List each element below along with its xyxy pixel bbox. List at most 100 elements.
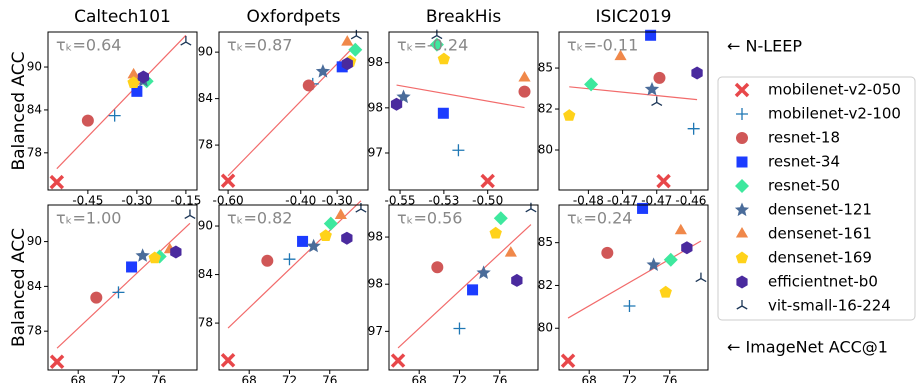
x-tick-label: 76 — [322, 374, 337, 383]
axes-frame — [218, 204, 369, 371]
y-tick-label: 98 — [368, 55, 383, 69]
trend-line — [396, 84, 525, 109]
chart-title: Caltech101 — [74, 7, 171, 27]
legend-marker — [735, 227, 749, 238]
marker — [452, 144, 465, 157]
legend-marker — [736, 275, 748, 289]
trend-line — [56, 34, 187, 170]
x-tick-label: -0.30 — [322, 194, 353, 208]
annotation: τₖ=-0.24 — [397, 36, 468, 55]
marker — [560, 353, 576, 368]
x-tick-label: 72 — [282, 374, 297, 383]
legend-label: efficientnet-b0 — [768, 273, 878, 291]
marker — [695, 272, 707, 283]
annotation: τₖ=-0.11 — [567, 36, 638, 55]
marker — [127, 76, 140, 88]
legend-marker — [736, 132, 748, 144]
x-tick-label: -0.45 — [72, 194, 103, 208]
axes-frame — [388, 204, 539, 371]
marker — [687, 122, 700, 135]
x-tick-label: -0.47 — [641, 194, 672, 208]
y-axis-label: Balanced ACC — [9, 51, 29, 170]
annotation: τₖ=1.00 — [56, 209, 121, 228]
x-tick-label: -0.47 — [607, 194, 638, 208]
row-label: ← ImageNet ACC@1 — [727, 338, 888, 357]
marker — [341, 35, 354, 46]
marker — [126, 261, 138, 273]
axes-frame — [558, 204, 709, 371]
annotation: τₖ=0.82 — [227, 209, 292, 228]
y-tick-label: 84 — [27, 102, 42, 116]
annotation: τₖ=0.64 — [56, 36, 121, 55]
axes-frame — [558, 31, 709, 191]
marker — [493, 211, 508, 226]
x-tick-label: 72 — [111, 374, 126, 383]
y-tick-label: 97 — [368, 324, 383, 338]
marker — [297, 235, 309, 247]
y-tick-label: 85 — [538, 235, 553, 249]
marker — [637, 202, 649, 214]
x-tick-label: 76 — [492, 374, 507, 383]
marker — [137, 70, 149, 84]
x-tick-label: 72 — [452, 374, 467, 383]
annotation: τₖ=0.24 — [567, 209, 632, 228]
legend-marker — [736, 156, 748, 168]
marker — [127, 67, 140, 79]
y-tick-label: 82 — [538, 278, 553, 292]
marker — [623, 299, 636, 312]
marker — [674, 223, 687, 235]
marker — [341, 57, 353, 71]
x-tick-label: 76 — [662, 374, 677, 383]
marker — [646, 257, 661, 271]
marker — [653, 71, 666, 84]
marker — [348, 42, 363, 57]
x-tick-label: -0.60 — [213, 194, 244, 208]
marker — [148, 251, 161, 264]
y-tick-label: 78 — [198, 316, 213, 330]
legend-label: densenet-161 — [768, 225, 872, 243]
y-tick-label: 97 — [368, 145, 383, 159]
x-tick-label: 68 — [71, 374, 86, 383]
marker — [341, 231, 353, 245]
marker — [220, 173, 236, 188]
marker — [663, 252, 678, 267]
marker — [691, 66, 703, 80]
legend-label: densenet-121 — [768, 201, 872, 219]
y-tick-label: 98 — [368, 100, 383, 114]
legend-marker — [734, 202, 750, 217]
legend-marker — [734, 82, 750, 98]
y-tick-label: 80 — [538, 143, 553, 157]
legend-label: resnet-50 — [768, 177, 840, 195]
annotation: τₖ=0.56 — [397, 209, 462, 228]
marker — [476, 265, 491, 279]
y-tick-label: 98 — [368, 277, 383, 291]
marker — [681, 241, 693, 255]
y-tick-label: 78 — [27, 145, 42, 159]
marker — [467, 284, 479, 296]
marker — [429, 37, 444, 52]
marker — [437, 107, 449, 119]
marker — [81, 114, 94, 127]
legend-label: mobilenet-v2-100 — [768, 105, 901, 123]
marker — [184, 209, 196, 220]
legend-marker — [735, 179, 749, 193]
y-tick-label: 84 — [27, 279, 42, 293]
marker — [504, 246, 517, 257]
marker — [511, 273, 523, 287]
trend-line — [567, 240, 702, 319]
x-tick-label: -0.40 — [285, 194, 316, 208]
x-tick-label: -0.53 — [428, 194, 459, 208]
x-tick-label: -0.48 — [573, 194, 604, 208]
marker — [49, 354, 65, 370]
marker — [480, 173, 495, 189]
y-tick-label: 90 — [27, 60, 42, 74]
marker — [334, 208, 347, 219]
marker — [525, 202, 537, 213]
marker — [645, 29, 657, 41]
marker — [131, 85, 143, 97]
marker — [453, 322, 466, 335]
axes-frame — [388, 31, 539, 191]
trend-line — [397, 224, 532, 349]
marker — [651, 96, 663, 107]
